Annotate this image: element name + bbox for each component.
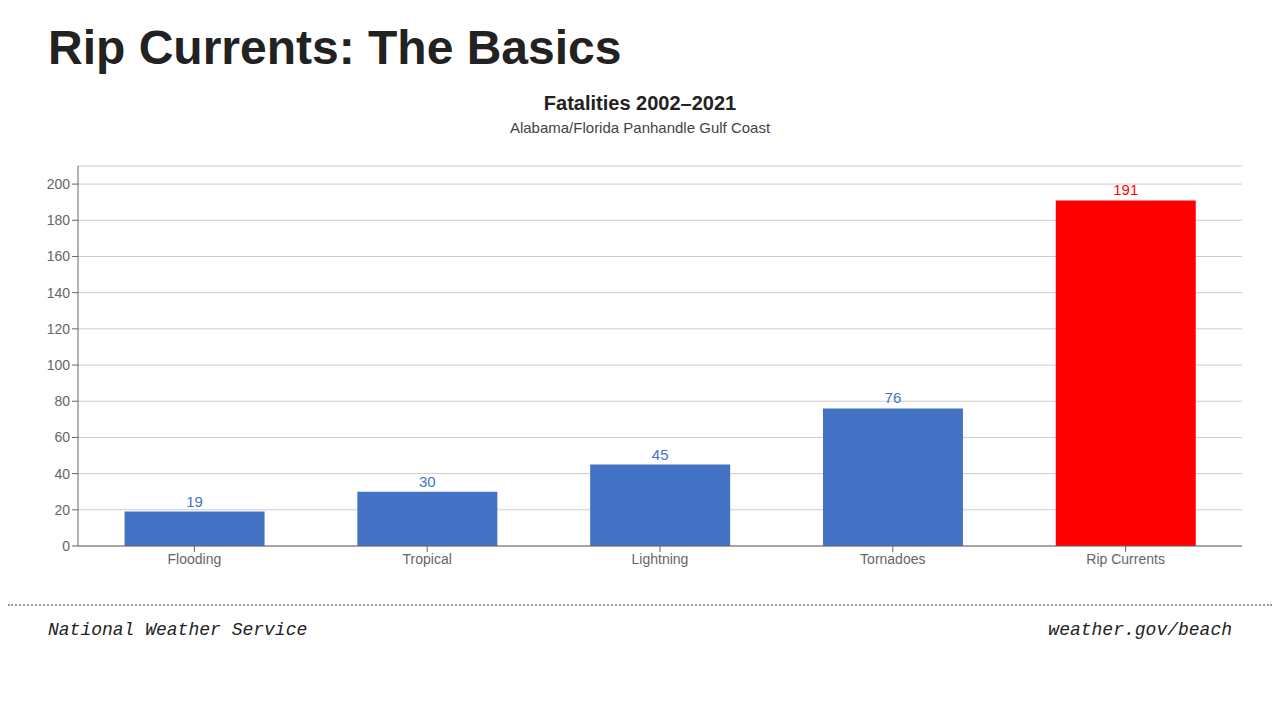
svg-text:Rip Currents: Rip Currents [1086,551,1165,567]
html-text:Rip Currents: The Basics: Rip Currents: The Basics [48,21,622,74]
html-text:National Weather Service: National Weather Service [48,620,308,640]
svg-text:80: 80 [54,393,70,409]
svg-text:160: 160 [47,248,71,264]
svg-text:76: 76 [885,389,902,406]
html-text:Alabama/Florida Panhandle Gulf: Alabama/Florida Panhandle Gulf Coast [509,119,771,136]
svg-text:60: 60 [54,429,70,445]
svg-text:20: 20 [54,502,70,518]
svg-text:19: 19 [186,493,203,510]
html-text:weather.gov/beach: weather.gov/beach [1048,620,1232,640]
svg-text:200: 200 [47,176,71,192]
svg-text:191: 191 [1113,181,1138,198]
svg-text:120: 120 [47,321,71,337]
svg-text:140: 140 [47,285,71,301]
svg-text:40: 40 [54,466,70,482]
svg-text:180: 180 [47,212,71,228]
svg-text:45: 45 [652,446,669,463]
svg-text:Flooding: Flooding [168,551,222,567]
svg-text:100: 100 [47,357,71,373]
svg-text:30: 30 [419,473,436,490]
svg-text:0: 0 [62,538,70,554]
svg-text:Tornadoes: Tornadoes [860,551,925,567]
svg-text:Tropical: Tropical [403,551,452,567]
svg-text:Lightning: Lightning [632,551,689,567]
html-text:Fatalities 2002–2021: Fatalities 2002–2021 [543,92,737,114]
